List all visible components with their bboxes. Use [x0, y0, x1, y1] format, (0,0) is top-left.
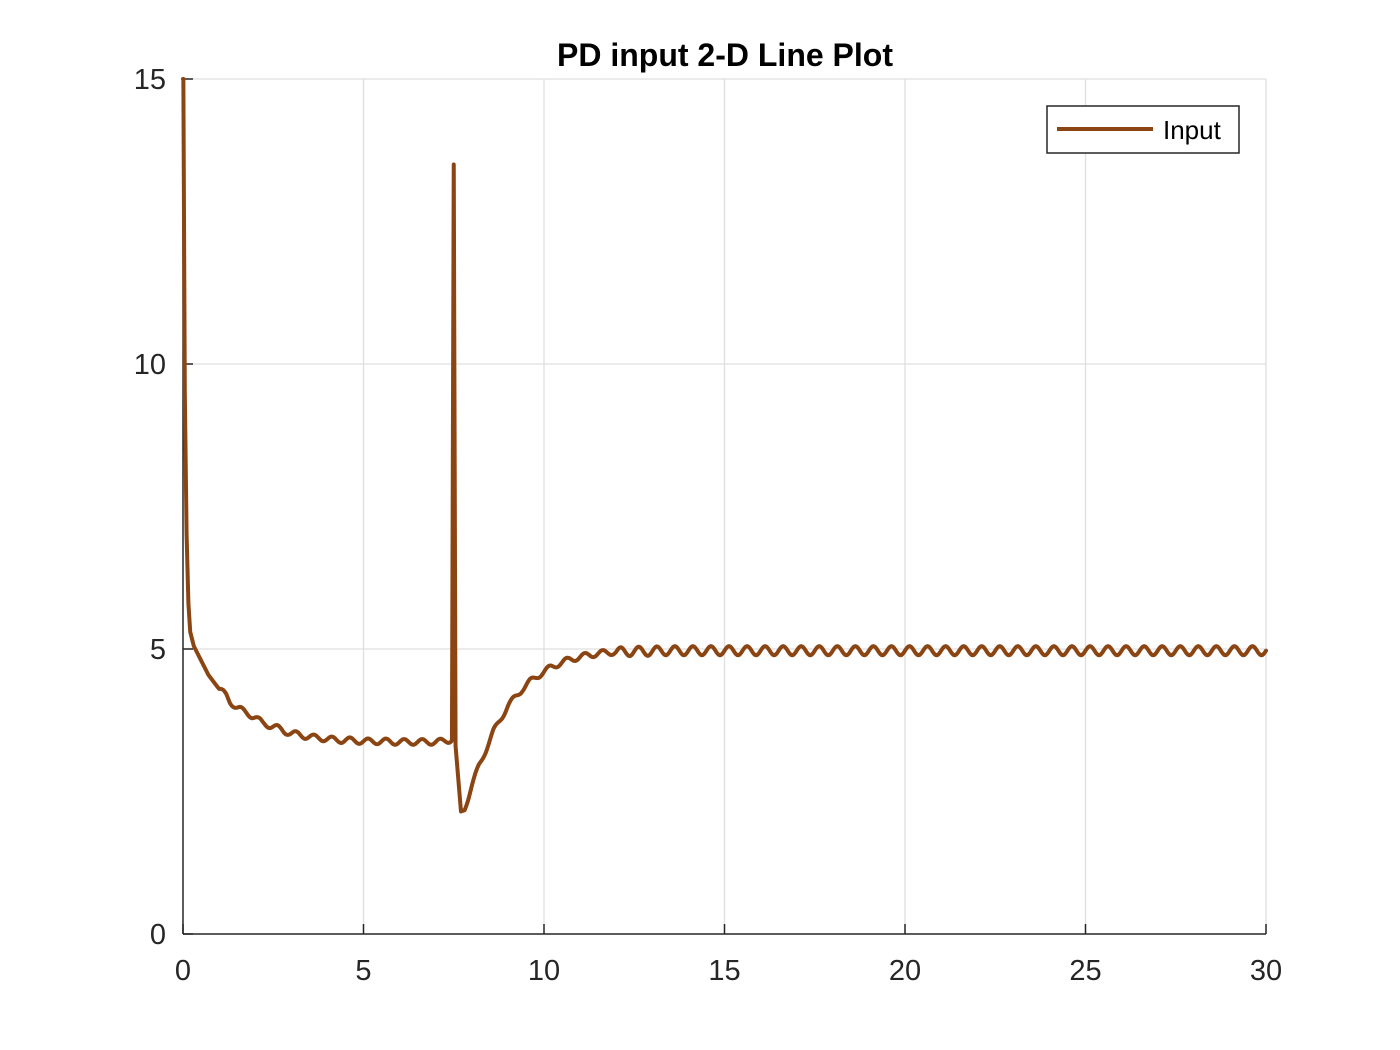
x-tick-label: 25 — [1069, 955, 1101, 987]
y-tick-label: 5 — [150, 634, 166, 666]
chart-title: PD input 2-D Line Plot — [557, 37, 893, 73]
x-tick-label: 15 — [708, 955, 740, 987]
y-tick-label: 10 — [134, 349, 166, 381]
ticks: 0 5 10 15 20 25 30 0 5 10 15 — [134, 64, 1282, 987]
series-group — [181, 77, 1268, 814]
x-tick-label: 30 — [1250, 955, 1282, 987]
legend[interactable]: Input — [1046, 105, 1240, 154]
x-tick-label: 0 — [175, 955, 191, 987]
x-tick-label: 5 — [355, 955, 371, 987]
x-tick-label: 20 — [889, 955, 921, 987]
legend-label-input: Input — [1163, 115, 1222, 145]
x-tick-label: 10 — [528, 955, 560, 987]
y-tick-label: 15 — [134, 64, 166, 96]
y-tick-label: 0 — [150, 919, 166, 951]
series-line-0 — [181, 77, 1268, 814]
